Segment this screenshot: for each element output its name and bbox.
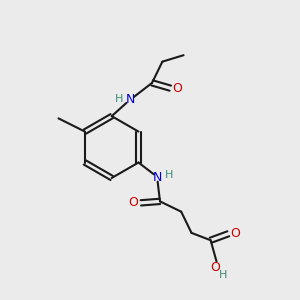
Text: N: N (153, 171, 162, 184)
Text: H: H (115, 94, 123, 104)
Text: H: H (219, 270, 227, 280)
Text: O: O (211, 261, 220, 274)
Text: H: H (165, 170, 173, 180)
Text: N: N (125, 93, 135, 106)
Text: O: O (129, 196, 138, 209)
Text: O: O (173, 82, 183, 95)
Text: O: O (231, 227, 241, 240)
